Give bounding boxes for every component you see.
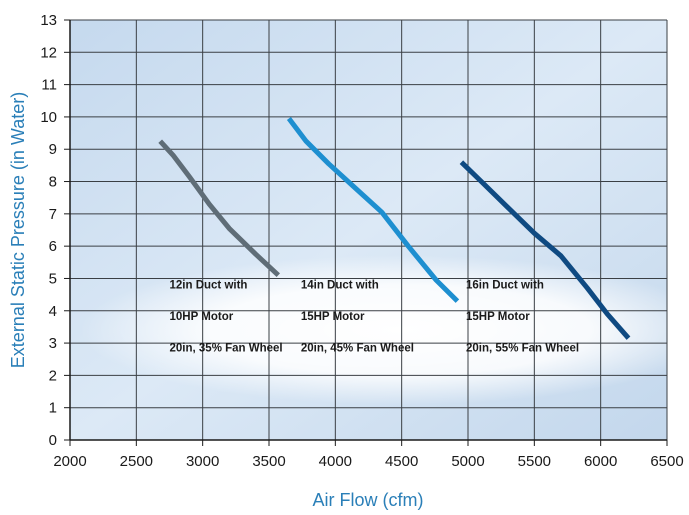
y-tick-label: 2 (49, 367, 57, 384)
x-tick-label: 3500 (252, 453, 285, 470)
series-line-3 (459, 160, 631, 340)
annotation-line: 14in Duct with (301, 279, 379, 291)
annotation-line: 20in, 45% Fan Wheel (301, 342, 414, 354)
y-tick-label: 4 (49, 303, 57, 320)
annotation-glow (80, 255, 689, 405)
x-tick-label: 2000 (53, 453, 86, 470)
y-tick-label: 11 (41, 77, 57, 94)
annotations: 12in Duct with 10HP Motor 20in, 35% Fan Wh… (170, 279, 580, 354)
y-tick-label: 9 (49, 141, 57, 158)
y-tick-label: 3 (49, 335, 57, 352)
y-tick-label: 10 (40, 109, 57, 126)
y-tick-label: 7 (49, 206, 57, 223)
x-tick-label: 6000 (584, 453, 617, 470)
y-tick-label: 0 (49, 432, 57, 449)
series-line-1 (158, 139, 281, 278)
series-line-2 (286, 116, 460, 303)
x-tick-label: 4000 (319, 453, 352, 470)
x-tick-label: 5000 (451, 453, 484, 470)
x-tick-label: 5500 (518, 453, 551, 470)
annotation-line: 20in, 35% Fan Wheel (170, 342, 283, 354)
y-tick-label: 13 (40, 12, 57, 29)
annotation-line: 15HP Motor (301, 311, 365, 323)
y-tick-label: 12 (40, 44, 57, 61)
x-axis-title: Air Flow (cfm) (313, 490, 424, 510)
annotation-line: 15HP Motor (466, 311, 530, 323)
y-tick-label: 5 (49, 270, 57, 287)
annotation-line: 12in Duct with (170, 279, 248, 291)
x-tick-label: 4500 (385, 453, 418, 470)
series-group (158, 116, 631, 340)
x-tick-label: 6500 (650, 453, 683, 470)
annotation-line: 10HP Motor (170, 311, 234, 323)
y-tick-label: 1 (49, 400, 57, 417)
y-axis-title: External Static Pressure (in Water) (8, 92, 28, 368)
annotation-line: 20in, 55% Fan Wheel (466, 342, 579, 354)
annotation-line: 16in Duct with (466, 279, 544, 291)
axes: 2000 2500 3000 3500 4000 4500 5000 5500 6000 6500… (40, 12, 683, 470)
y-tick-label: 6 (49, 238, 57, 255)
x-tick-label: 2500 (120, 453, 153, 470)
x-tick-label: 3000 (186, 453, 219, 470)
y-tick-label: 8 (49, 174, 57, 191)
